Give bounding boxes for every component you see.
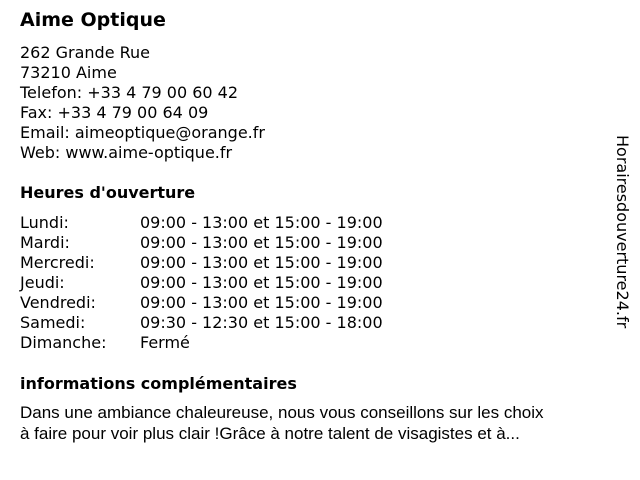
day: Jeudi: (20, 273, 65, 292)
description-line: Dans une ambiance chaleureuse, nous vous… (20, 403, 544, 422)
time: 09:30 - 12:30 et 15:00 - 18:00 (140, 313, 383, 332)
time: 09:00 - 13:00 et 15:00 - 19:00 (140, 293, 383, 312)
hours-table: Lundi: 09:00 - 13:00 et 15:00 - 19:00 Mar… (20, 213, 383, 353)
hours-row: Mardi: 09:00 - 13:00 et 15:00 - 19:00 (20, 233, 383, 253)
day: Samedi: (20, 313, 86, 332)
day: Lundi: (20, 213, 69, 232)
email: Email: aimeoptique@orange.fr (20, 123, 265, 142)
hours-row: Lundi: 09:00 - 13:00 et 15:00 - 19:00 (20, 213, 383, 233)
description: Dans une ambiance chaleureuse, nous vous… (20, 402, 544, 444)
time: Fermé (140, 333, 190, 352)
day: Mardi: (20, 233, 70, 252)
hours-row: Vendredi: 09:00 - 13:00 et 15:00 - 19:00 (20, 293, 383, 313)
website: Web: www.aime-optique.fr (20, 143, 233, 162)
hours-row: Samedi: 09:30 - 12:30 et 15:00 - 18:00 (20, 313, 383, 333)
day: Dimanche: (20, 333, 107, 352)
time: 09:00 - 13:00 et 15:00 - 19:00 (140, 253, 383, 272)
time: 09:00 - 13:00 et 15:00 - 19:00 (140, 273, 383, 292)
description-line: à faire pour voir plus clair !Grâce à no… (20, 424, 520, 443)
street: 262 Grande Rue (20, 43, 151, 62)
shop-title: Aime Optique (20, 9, 166, 31)
phone: Telefon: +33 4 79 00 60 42 (20, 83, 239, 102)
address-block: 262 Grande Rue 73210 Aime Telefon: +33 4… (20, 43, 265, 163)
day: Mercredi: (20, 253, 95, 272)
day: Vendredi: (20, 293, 96, 312)
time: 09:00 - 13:00 et 15:00 - 19:00 (140, 213, 383, 232)
city: 73210 Aime (20, 63, 117, 82)
hours-row: Dimanche: Fermé (20, 333, 383, 353)
fax: Fax: +33 4 79 00 64 09 (20, 103, 209, 122)
time: 09:00 - 13:00 et 15:00 - 19:00 (140, 233, 383, 252)
hours-heading: Heures d'ouverture (20, 183, 196, 202)
info-heading: informations complémentaires (20, 374, 297, 393)
watermark: Horairesdouverture24.fr (613, 135, 632, 329)
hours-row: Mercredi: 09:00 - 13:00 et 15:00 - 19:00 (20, 253, 383, 273)
hours-row: Jeudi: 09:00 - 13:00 et 15:00 - 19:00 (20, 273, 383, 293)
